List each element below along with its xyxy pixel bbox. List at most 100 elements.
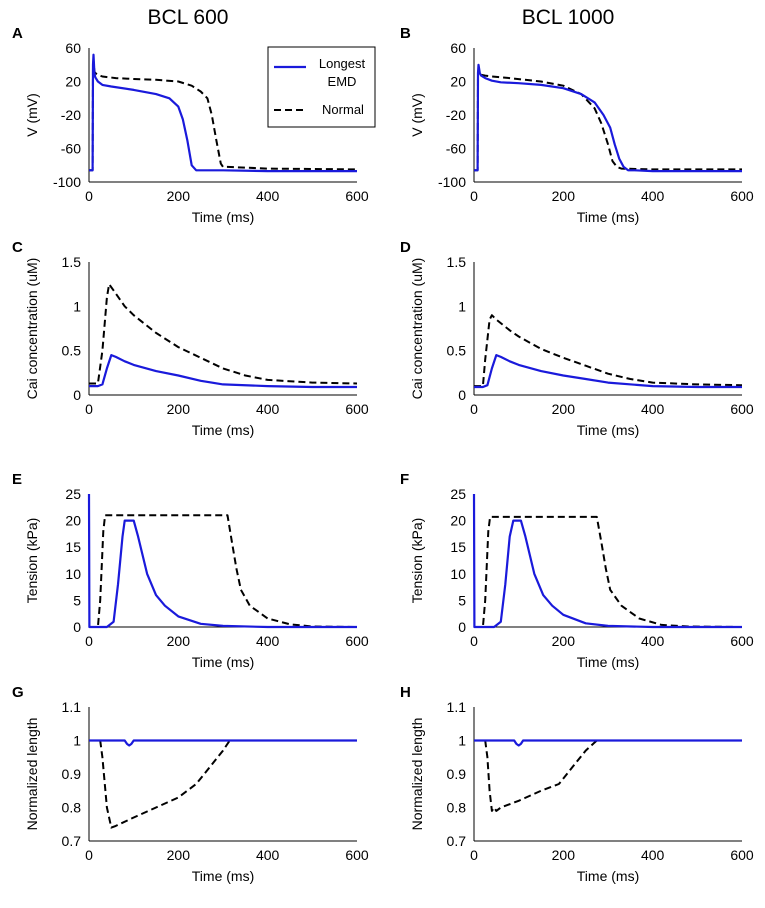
panel-letter-d: D (400, 239, 411, 256)
chart-panel-h: H 1.1 1 0.9 0.8 0.70 200 400 600 Time (ms) Normali… (400, 684, 754, 884)
longest-emd-series-line-e (87, 493, 357, 629)
panel-letter-b: B (400, 25, 411, 42)
y-tick-label-h: 0.8 (447, 800, 467, 816)
legend-label-longest-emd: EMD (328, 74, 357, 89)
x-tick-label-g: 0 (85, 847, 93, 863)
y-tick-label-d: 0 (458, 387, 466, 403)
x-tick-label-a: 600 (345, 188, 369, 204)
y-axis-title-c: Cai concentration (uM) (24, 258, 40, 400)
y-tick-label-b: -20 (446, 107, 466, 123)
y-tick-label-g: 0.9 (62, 766, 82, 782)
column-title-bcl600: BCL 600 (148, 6, 229, 29)
x-tick-label-f: 0 (470, 633, 478, 649)
y-tick-label-a: -60 (61, 141, 81, 157)
x-tick-label-d: 600 (730, 401, 754, 417)
x-axis-title-f: Time (ms) (577, 654, 639, 670)
longest-emd-series-line-f (472, 493, 742, 629)
normal-series-line-f (474, 515, 743, 628)
normal-series-line-g (89, 739, 357, 829)
x-tick-label-h: 400 (641, 847, 665, 863)
x-tick-label-e: 0 (85, 633, 93, 649)
x-tick-label-g: 600 (345, 847, 369, 863)
y-tick-label-g: 0.7 (62, 833, 82, 849)
normal-series-line-c (89, 283, 358, 385)
y-axis-title-d: Cai concentration (uM) (409, 258, 425, 400)
panel-letter-g: G (12, 684, 24, 701)
x-tick-label-a: 400 (256, 188, 280, 204)
normal-series-line-b (474, 68, 742, 172)
x-axis-title-c: Time (ms) (192, 422, 254, 438)
y-tick-label-c: 0.5 (62, 343, 82, 359)
x-tick-label-d: 0 (470, 401, 478, 417)
y-tick-label-a: 20 (65, 74, 81, 90)
y-tick-label-g: 0.8 (62, 800, 82, 816)
x-tick-label-b: 200 (552, 188, 576, 204)
legend-box (267, 46, 376, 128)
x-tick-label-c: 200 (167, 401, 191, 417)
chart-panel-a: A 60 20 -20 -60 -1000 200 400 600 Time (ms) V (mV) (12, 25, 369, 225)
y-axis-title-e: Tension (kPa) (24, 518, 40, 604)
y-tick-label-f: 0 (458, 619, 466, 635)
longest-emd-series-line-d (474, 354, 742, 389)
x-tick-label-h: 0 (470, 847, 478, 863)
y-tick-label-h: 1 (458, 733, 466, 749)
x-tick-label-g: 200 (167, 847, 191, 863)
normal-series-line-d (474, 314, 743, 388)
panel-letter-h: H (400, 684, 411, 701)
x-tick-label-a: 0 (85, 188, 93, 204)
normal-series-line-h (474, 739, 742, 812)
column-title-bcl1000: BCL 1000 (522, 6, 615, 29)
y-tick-label-d: 1.5 (447, 254, 467, 270)
chart-panel-b: B 60 20 -20 -60 -1000 200 400 600 Time (ms) V (mV) (400, 25, 754, 225)
x-tick-label-c: 400 (256, 401, 280, 417)
y-tick-label-e: 10 (65, 566, 81, 582)
y-tick-label-e: 25 (65, 486, 81, 502)
x-axis-title-e: Time (ms) (192, 654, 254, 670)
chart-panel-e: E 25 20 15 10 5 00 200 400 600 Time (ms) Tension (k… (12, 471, 369, 670)
legend-label-longest-emd: Longest (319, 56, 366, 71)
x-tick-label-h: 600 (730, 847, 754, 863)
y-tick-label-f: 15 (450, 539, 466, 555)
y-tick-label-d: 1 (458, 298, 466, 314)
y-tick-label-b: -60 (446, 141, 466, 157)
y-tick-label-c: 1.5 (62, 254, 82, 270)
normal-series-line-e (89, 514, 358, 628)
y-tick-label-e: 0 (73, 619, 81, 635)
x-tick-label-a: 200 (167, 188, 191, 204)
y-axis-title-a: V (mV) (24, 93, 40, 137)
y-axis-title-f: Tension (kPa) (409, 518, 425, 604)
y-tick-label-e: 15 (65, 539, 81, 555)
longest-emd-series-line-c (89, 354, 357, 389)
x-tick-label-h: 200 (552, 847, 576, 863)
x-tick-label-b: 0 (470, 188, 478, 204)
panel-letter-e: E (12, 471, 22, 488)
y-tick-label-a: 60 (65, 40, 81, 56)
x-axis-title-b: Time (ms) (577, 209, 639, 225)
y-tick-label-f: 20 (450, 513, 466, 529)
y-tick-label-f: 25 (450, 486, 466, 502)
y-tick-label-c: 0 (73, 387, 81, 403)
y-tick-label-h: 0.7 (447, 833, 467, 849)
x-tick-label-f: 400 (641, 633, 665, 649)
x-tick-label-b: 400 (641, 188, 665, 204)
y-tick-label-b: -100 (438, 174, 466, 190)
y-tick-label-d: 0.5 (447, 343, 467, 359)
longest-emd-series-line-b (474, 63, 742, 173)
chart-panel-g: G 1.1 1 0.9 0.8 0.70 200 400 600 Time (ms) Normali… (12, 684, 369, 884)
x-tick-label-e: 200 (167, 633, 191, 649)
x-tick-label-c: 600 (345, 401, 369, 417)
panel-letter-c: C (12, 239, 23, 256)
x-tick-label-e: 600 (345, 633, 369, 649)
panel-letter-a: A (12, 25, 23, 42)
y-tick-label-f: 10 (450, 566, 466, 582)
y-tick-label-h: 1.1 (447, 699, 467, 715)
y-tick-label-e: 20 (65, 513, 81, 529)
longest-emd-series-line-h (474, 739, 742, 747)
y-tick-label-e: 5 (73, 592, 81, 608)
y-axis-title-b: V (mV) (409, 93, 425, 137)
longest-emd-series-line-g (89, 739, 357, 747)
legend-label-normal: Normal (322, 102, 364, 117)
y-tick-label-f: 5 (458, 592, 466, 608)
